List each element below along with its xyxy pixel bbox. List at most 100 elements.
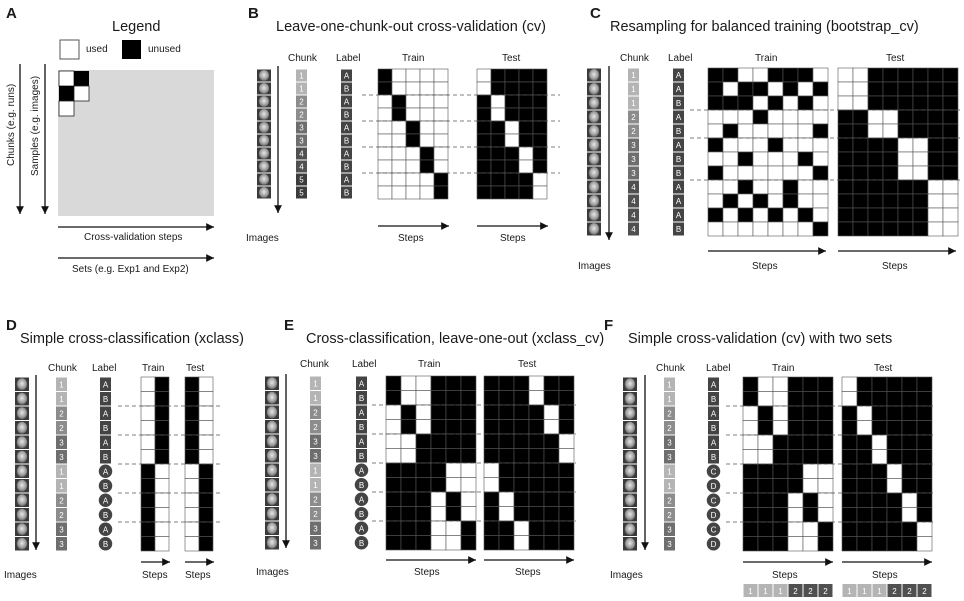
panel-title-b: Leave-one-chunk-out cross-validation (cv… — [276, 19, 546, 35]
c-label-box — [673, 68, 684, 82]
d-test-cell — [184, 391, 200, 407]
c-test-cell — [927, 207, 944, 223]
c-test-cell — [897, 221, 914, 237]
e-train-cell — [415, 404, 432, 420]
e-chunk-box — [310, 420, 321, 434]
panel-title-a: Legend — [112, 19, 161, 35]
e-train-cell — [445, 448, 462, 464]
e-test-cell — [498, 375, 515, 391]
e-test-cell — [558, 477, 575, 493]
f-train-cell — [802, 463, 819, 479]
f-label-text: D — [711, 540, 717, 549]
c-brain-image — [588, 97, 600, 109]
panel-letter-a: A — [6, 5, 17, 22]
c-test-cell — [942, 193, 959, 209]
b-test-cell — [476, 68, 492, 83]
d-chunk-text: 1 — [59, 380, 64, 389]
e-test-cell — [543, 404, 560, 420]
e-chunk-box — [310, 405, 321, 419]
d-chunk-box — [56, 392, 67, 406]
legend-unused-label: unused — [148, 44, 181, 55]
c-test-cell — [837, 165, 854, 181]
c-test-cell — [852, 81, 869, 97]
b-test-cell — [490, 185, 506, 200]
c-train-cell — [752, 165, 769, 181]
f-train-cell — [802, 405, 819, 421]
b-test-cell — [476, 120, 492, 135]
b-chunk-header: Chunk — [288, 53, 317, 64]
c-test-cell — [867, 137, 884, 153]
d-label-text: B — [103, 540, 108, 549]
e-label-text: A — [359, 379, 365, 388]
f-brain-image — [624, 494, 636, 507]
f-train-set-box — [773, 584, 788, 597]
e-train-cell — [415, 419, 432, 435]
b-chunk-text: 2 — [299, 98, 304, 107]
e-test-cell — [558, 404, 575, 420]
e-train-cell — [430, 477, 447, 493]
e-chunk-text: 2 — [313, 423, 318, 432]
d-train-cell — [154, 521, 170, 537]
f-chunk-box — [664, 479, 675, 493]
c-test-cell — [927, 95, 944, 111]
f-train-cell — [742, 405, 759, 421]
c-train-cell — [767, 151, 784, 167]
f-test-cell — [901, 420, 918, 436]
c-chunk-header: Chunk — [620, 53, 649, 64]
c-label-box — [673, 180, 684, 194]
e-test-cell — [498, 390, 515, 406]
b-label-box — [341, 95, 352, 108]
d-test-cell — [184, 405, 200, 421]
c-test-cell — [927, 67, 944, 83]
e-test-cell — [513, 506, 530, 522]
c-test-cell — [852, 221, 869, 237]
f-train-cell — [787, 376, 804, 392]
b-test-cell — [518, 81, 534, 96]
f-test-cell — [886, 376, 903, 392]
f-train-set-text: 2 — [823, 587, 828, 596]
f-train-cell — [772, 463, 789, 479]
c-train-cell — [782, 221, 799, 237]
f-train-cell — [742, 536, 759, 552]
f-train-cell — [772, 521, 789, 537]
f-train-cell — [802, 420, 819, 436]
e-train-cell — [430, 404, 447, 420]
b-train-cell — [405, 159, 421, 174]
c-test-cell — [882, 207, 899, 223]
c-brain-image — [588, 139, 600, 151]
c-test-cell — [927, 165, 944, 181]
b-chunk-text: 3 — [299, 124, 304, 133]
e-train-cell — [385, 462, 402, 478]
f-brain-image — [624, 407, 636, 420]
b-label-text: B — [344, 85, 349, 94]
c-train-cell — [797, 207, 814, 223]
e-train-cell — [445, 535, 462, 551]
e-test-cell — [543, 419, 560, 435]
f-train-cell — [787, 434, 804, 450]
c-label-box — [673, 194, 684, 208]
c-train-cell — [782, 81, 799, 97]
e-test-cell — [558, 520, 575, 536]
f-train-cell — [757, 376, 774, 392]
c-train-cell — [707, 137, 724, 153]
e-train-cell — [400, 433, 417, 449]
e-test-cell — [528, 375, 545, 391]
e-train-cell — [460, 404, 477, 420]
b-chunk-box — [296, 160, 307, 173]
c-test-cell — [837, 67, 854, 83]
b-test-cell — [490, 172, 506, 187]
e-train-cell — [400, 506, 417, 522]
b-train-cell — [433, 159, 449, 174]
f-test-set-text: 1 — [862, 587, 867, 596]
e-chunk-box — [310, 463, 321, 477]
b-chunk-text: 1 — [299, 85, 304, 94]
c-test-cell — [927, 221, 944, 237]
b-train-cell — [419, 159, 435, 174]
c-train-cell — [797, 137, 814, 153]
d-test-cell — [198, 536, 214, 552]
f-test-cell — [886, 492, 903, 508]
e-test-cell — [543, 506, 560, 522]
e-test-cell — [498, 477, 515, 493]
b-test-cell — [518, 146, 534, 161]
e-train-cell — [445, 506, 462, 522]
